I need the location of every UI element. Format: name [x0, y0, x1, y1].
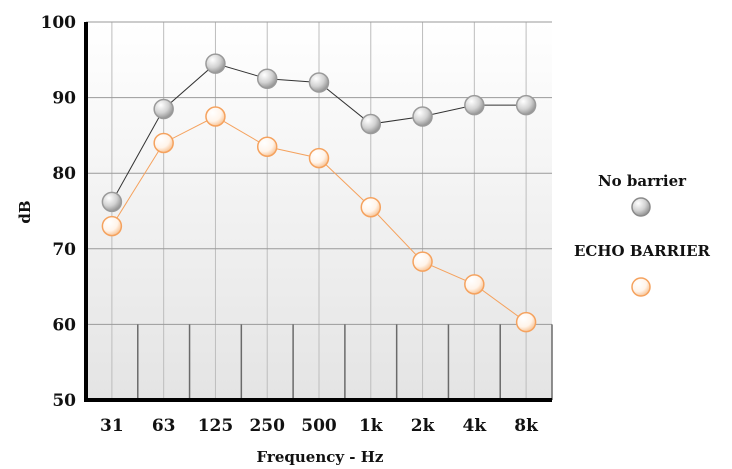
series-layer	[101, 53, 537, 333]
data-point-0	[205, 53, 226, 74]
data-point-0	[256, 68, 278, 89]
data-point-1	[360, 196, 382, 218]
y-tick-label: 90	[52, 89, 76, 109]
x-tick-label: 31	[100, 416, 124, 436]
data-point-0	[153, 98, 174, 120]
x-tick-label: 250	[249, 416, 285, 436]
legend: No barrier ECHO BARRIER	[574, 172, 711, 297]
y-tick-label: 80	[52, 164, 76, 184]
data-point-1	[205, 106, 226, 127]
data-point-1	[308, 147, 330, 169]
data-point-0	[515, 94, 537, 116]
legend-label-no-barrier: No barrier	[598, 172, 687, 190]
data-point-1	[101, 215, 123, 237]
x-tick-label: 500	[301, 416, 337, 436]
axes	[84, 22, 552, 402]
legend-marker-no-barrier	[631, 197, 651, 217]
data-point-0	[360, 113, 382, 135]
data-point-0	[412, 106, 433, 127]
data-point-0	[308, 72, 330, 93]
data-point-1	[256, 136, 278, 157]
x-tick-label: 63	[152, 416, 176, 436]
x-tick-label: 4k	[463, 416, 488, 436]
x-tick-label: 125	[198, 416, 234, 436]
y-tick-labels: 50 60 70 80 90 100	[41, 13, 77, 411]
x-tick-labels: 31 63 125 250 500 1k 2k 4k 8k	[100, 416, 539, 436]
y-tick-label: 50	[52, 391, 76, 411]
y-axis-title: dB	[16, 200, 34, 223]
data-point-1	[515, 311, 537, 333]
x-axis-title: Frequency - Hz	[257, 448, 384, 466]
x-tick-label: 1k	[359, 416, 384, 436]
data-point-0	[101, 191, 123, 213]
legend-marker-echo-barrier	[631, 277, 651, 297]
x-tick-label: 2k	[411, 416, 436, 436]
y-tick-label: 100	[41, 13, 77, 33]
data-point-0	[464, 94, 485, 116]
data-point-1	[464, 274, 485, 295]
y-tick-label: 70	[52, 240, 76, 260]
x-tick-label: 8k	[514, 416, 539, 436]
y-tick-label: 60	[52, 315, 76, 335]
data-point-1	[412, 251, 433, 272]
data-point-1	[153, 132, 174, 154]
legend-label-echo-barrier: ECHO BARRIER	[574, 242, 711, 260]
